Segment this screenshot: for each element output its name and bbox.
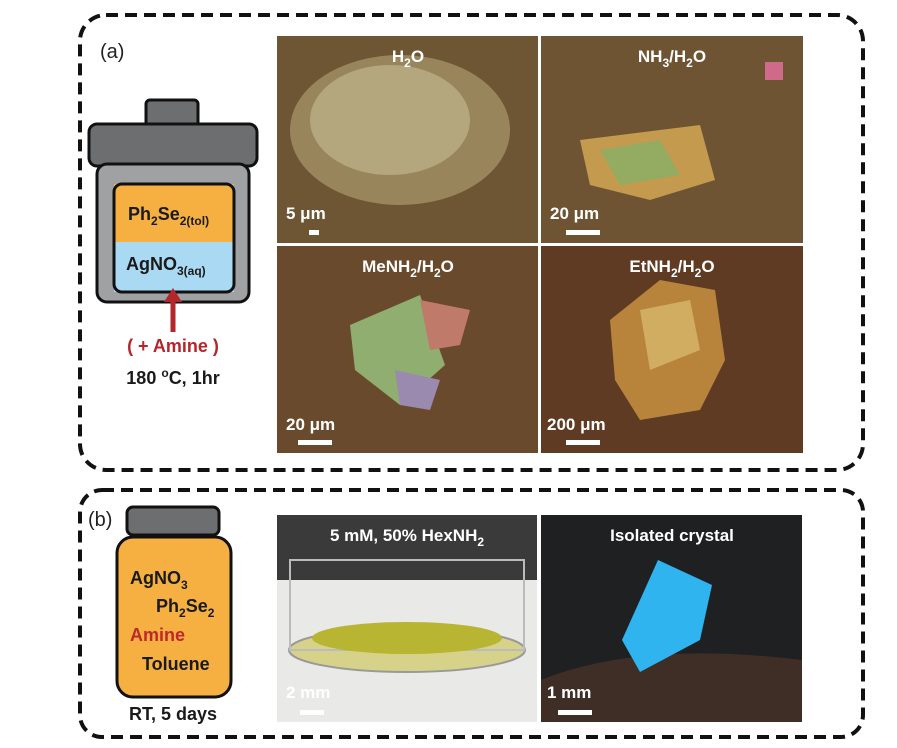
scale-bar: [566, 440, 600, 445]
reagent-label: AgNO3(aq): [126, 254, 206, 278]
text: /H: [678, 257, 695, 276]
micrograph: [541, 36, 803, 243]
scale-label: 20 μm: [286, 415, 335, 434]
text: C, 1hr: [169, 368, 220, 388]
micrograph: [277, 246, 538, 453]
scale-label: 2 mm: [286, 683, 330, 702]
micrograph: [277, 36, 538, 243]
reagent-label: Ph2Se2: [156, 596, 215, 620]
scale-label: 5 μm: [286, 204, 326, 223]
scale-label: 200 μm: [547, 415, 606, 434]
text: o: [161, 366, 168, 380]
text: 3: [662, 56, 669, 70]
image-title: EtNH2/H2O: [629, 257, 714, 280]
image-title: Isolated crystal: [610, 526, 734, 545]
text: /H: [417, 257, 434, 276]
text: O: [701, 257, 714, 276]
panel-label: (b): [88, 509, 112, 531]
panel-label: (a): [100, 41, 124, 63]
text: AgNO: [126, 254, 177, 274]
text: O: [411, 47, 424, 66]
text: H: [392, 47, 404, 66]
text: NH: [638, 47, 663, 66]
panel-frame: [78, 13, 865, 472]
additive-label: ( + Amine ): [127, 336, 219, 356]
text: 3: [181, 578, 188, 592]
reactor-icon: [87, 98, 259, 332]
text: 5 mM, 50% HexNH: [330, 526, 477, 545]
text: MeNH: [362, 257, 410, 276]
text: 2: [671, 266, 678, 280]
reagent-label: Ph2Se2(tol): [128, 204, 209, 228]
reagent-label: Amine: [130, 625, 185, 645]
text: O: [441, 257, 454, 276]
text: AgNO: [130, 568, 181, 588]
text: O: [693, 47, 706, 66]
text: 2: [179, 606, 186, 620]
text: Amine: [130, 625, 185, 645]
reagent-label: Toluene: [142, 654, 210, 674]
reagent-label: AgNO3: [130, 568, 188, 592]
image-title: MeNH2/H2O: [362, 257, 454, 280]
text: 2: [151, 214, 158, 228]
text: 3(aq): [177, 264, 206, 278]
text: 2: [695, 266, 702, 280]
scale-label: 20 μm: [550, 204, 599, 223]
image-title: 5 mM, 50% HexNH2: [330, 526, 484, 549]
text: 2: [686, 56, 693, 70]
text: /H: [669, 47, 686, 66]
photo: [277, 515, 537, 722]
text: 2: [410, 266, 417, 280]
text: 2: [208, 606, 215, 620]
scale-bar: [566, 230, 600, 235]
image-title: NH3/H2O: [638, 47, 706, 70]
text: Ph: [156, 596, 179, 616]
scale-bar: [309, 230, 319, 235]
text: EtNH: [629, 257, 671, 276]
scale-bar: [298, 440, 332, 445]
text: Se: [158, 204, 180, 224]
photo: [541, 515, 802, 722]
scale-label: 1 mm: [547, 683, 591, 702]
vial-icon: [115, 505, 233, 699]
image-title: H2O NH3/H2O MeNH2/H2O EtNH2/H2O: [362, 47, 714, 280]
text: Toluene: [142, 654, 210, 674]
panel-frame: [78, 488, 865, 739]
scale-bar: [300, 710, 324, 715]
scale-bar: [558, 710, 592, 715]
text: 2: [477, 535, 484, 549]
condition-label: RT, 5 days: [129, 704, 217, 724]
condition-label: 180 oC, 1hr: [126, 366, 219, 388]
text: 2: [404, 56, 411, 70]
text: 180: [126, 368, 161, 388]
micrograph: [541, 246, 803, 453]
text: 2(tol): [180, 214, 209, 228]
text: 2: [434, 266, 441, 280]
image-title: H2O: [392, 47, 424, 70]
text: Se: [186, 596, 208, 616]
text: Ph: [128, 204, 151, 224]
